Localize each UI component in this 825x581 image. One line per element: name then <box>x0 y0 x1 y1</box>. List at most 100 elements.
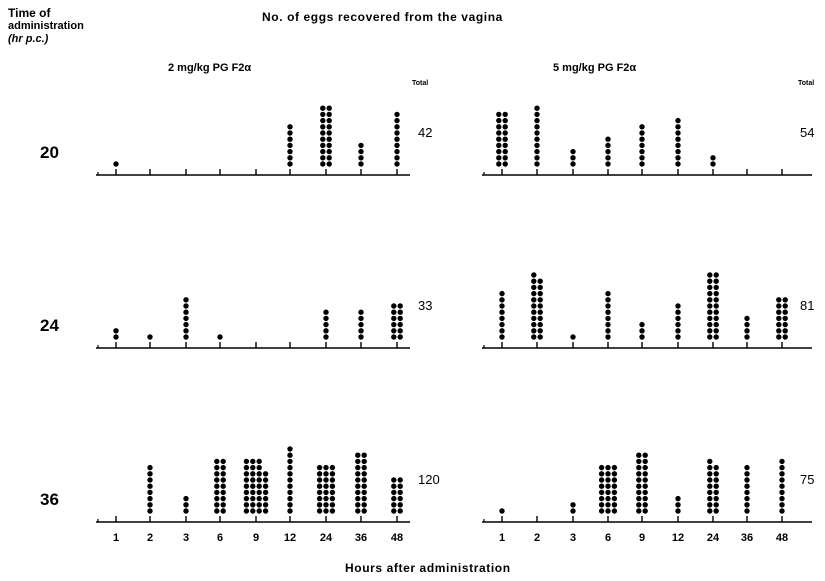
egg-dot-2mg-t36-9 <box>256 495 262 502</box>
egg-dot-2mg-t36-9 <box>262 508 269 514</box>
egg-dot-2mg-t36-36 <box>361 495 367 502</box>
egg-dot-2mg-t24-24 <box>323 309 329 315</box>
egg-dot-5mg-t36-1 <box>499 508 505 514</box>
egg-dot-5mg-t24-2 <box>531 321 537 328</box>
egg-dot-2mg-t36-9 <box>250 471 256 477</box>
x-tick-label-5mg-24: 24 <box>707 532 720 544</box>
egg-dot-5mg-t20-24 <box>710 155 716 161</box>
egg-dot-2mg-t24-36 <box>358 334 364 340</box>
egg-dot-5mg-t20-1 <box>496 111 502 118</box>
egg-dot-5mg-t24-24 <box>713 309 719 315</box>
egg-dot-5mg-t36-12 <box>675 502 681 508</box>
egg-dot-2mg-t24-48 <box>391 315 397 322</box>
egg-dot-5mg-t36-48 <box>779 489 785 496</box>
egg-dot-5mg-t36-6 <box>598 477 605 483</box>
egg-dot-5mg-t20-12 <box>675 136 681 142</box>
egg-dot-2mg-t20-48 <box>394 155 400 161</box>
egg-dot-2mg-t20-24 <box>320 142 326 149</box>
egg-dot-2mg-t24-3 <box>183 309 189 315</box>
egg-dot-5mg-t24-2 <box>537 284 543 291</box>
egg-dot-2mg-t36-24 <box>316 502 323 508</box>
egg-dot-5mg-t20-12 <box>675 130 681 136</box>
total-value-5mg-t20: 54 <box>800 125 814 140</box>
egg-dot-2mg-t36-2 <box>147 495 153 502</box>
egg-dot-5mg-t36-24 <box>707 483 713 489</box>
egg-dot-5mg-t24-2 <box>537 297 543 303</box>
egg-dot-2mg-t36-24 <box>323 483 329 489</box>
egg-dot-5mg-t24-2 <box>537 315 543 322</box>
egg-dot-5mg-t36-24 <box>707 495 713 502</box>
row-label-24: 24 <box>40 316 59 335</box>
egg-dot-2mg-t36-6 <box>220 489 226 496</box>
egg-dot-5mg-t36-9 <box>642 502 648 508</box>
column-header-2mg: 2 mg/kg PG F2α <box>168 62 252 74</box>
egg-dot-2mg-t36-6 <box>214 495 220 502</box>
egg-dot-5mg-t24-1 <box>499 315 505 322</box>
egg-dot-2mg-t36-36 <box>355 477 361 483</box>
egg-dot-2mg-t36-36 <box>361 471 367 477</box>
egg-dot-2mg-t20-48 <box>394 130 400 136</box>
egg-dot-5mg-t20-2 <box>534 148 540 155</box>
egg-dot-2mg-t36-48 <box>397 508 403 514</box>
egg-dot-2mg-t20-36 <box>358 142 364 149</box>
x-tick-label-2mg-24: 24 <box>320 532 333 544</box>
egg-dot-5mg-t24-12 <box>675 309 681 315</box>
egg-dot-5mg-t24-24 <box>707 321 713 328</box>
egg-dot-2mg-t36-6 <box>220 483 226 489</box>
egg-dot-5mg-t24-24 <box>707 315 713 322</box>
egg-dot-5mg-t24-2 <box>531 309 537 315</box>
egg-dot-2mg-t20-24 <box>320 130 326 136</box>
egg-dot-2mg-t36-12 <box>287 452 293 458</box>
egg-dot-5mg-t20-9 <box>639 136 645 142</box>
egg-dot-2mg-t24-36 <box>358 315 364 322</box>
egg-dot-5mg-t24-24 <box>713 297 719 303</box>
egg-dot-2mg-t36-36 <box>361 508 367 514</box>
egg-dot-5mg-t24-24 <box>713 328 719 334</box>
egg-dot-2mg-t20-48 <box>394 124 400 130</box>
x-tick-label-5mg-6: 6 <box>605 532 611 544</box>
egg-dot-2mg-t20-48 <box>394 111 400 118</box>
egg-dot-5mg-t20-9 <box>639 124 645 130</box>
egg-dot-5mg-t24-6 <box>605 334 611 340</box>
egg-dot-2mg-t36-24 <box>329 477 336 483</box>
egg-dot-2mg-t36-36 <box>355 495 361 502</box>
egg-dot-2mg-t36-9 <box>243 464 250 471</box>
egg-dot-5mg-t20-2 <box>534 111 540 118</box>
egg-dot-5mg-t24-2 <box>531 315 537 322</box>
egg-dot-2mg-t36-9 <box>262 502 269 508</box>
egg-dot-2mg-t36-36 <box>361 489 367 496</box>
egg-dot-2mg-t36-36 <box>361 452 367 458</box>
egg-dot-2mg-t24-3 <box>183 303 189 309</box>
egg-dot-2mg-t24-48 <box>391 334 397 340</box>
egg-dot-5mg-t24-12 <box>675 321 681 328</box>
egg-dot-2mg-t20-24 <box>320 155 326 161</box>
egg-dot-5mg-t20-2 <box>534 142 540 149</box>
egg-dot-2mg-t20-24 <box>320 124 326 130</box>
egg-dot-5mg-t24-48 <box>776 321 782 328</box>
egg-dot-2mg-t36-36 <box>355 508 361 514</box>
egg-dot-5mg-t20-1 <box>496 124 502 130</box>
egg-dot-2mg-t24-36 <box>358 321 364 328</box>
egg-dot-2mg-t36-12 <box>287 446 293 452</box>
egg-dot-5mg-t36-6 <box>611 508 618 514</box>
egg-dot-2mg-t36-2 <box>147 483 153 489</box>
egg-dot-2mg-t36-2 <box>147 477 153 483</box>
x-tick-label-5mg-48: 48 <box>776 532 788 544</box>
egg-dot-2mg-t36-6 <box>220 464 226 471</box>
y-axis-label-line-1: Time of <box>8 6 51 20</box>
x-tick-label-5mg-12: 12 <box>672 532 684 544</box>
egg-dot-2mg-t20-36 <box>358 148 364 155</box>
egg-dot-5mg-t36-24 <box>713 477 719 483</box>
x-tick-label-2mg-12: 12 <box>284 532 296 544</box>
egg-dot-2mg-t36-9 <box>243 458 250 465</box>
egg-dot-5mg-t36-6 <box>598 464 605 471</box>
egg-dot-5mg-t20-6 <box>605 161 611 167</box>
egg-dot-5mg-t36-9 <box>636 502 642 508</box>
egg-dot-2mg-t36-9 <box>262 483 269 489</box>
egg-dot-5mg-t36-6 <box>598 471 605 477</box>
egg-dot-5mg-t20-12 <box>675 142 681 149</box>
egg-dot-5mg-t24-2 <box>531 328 537 334</box>
egg-dot-5mg-t36-36 <box>744 483 750 489</box>
egg-dot-5mg-t20-3 <box>570 148 576 155</box>
egg-dot-2mg-t36-2 <box>147 471 153 477</box>
